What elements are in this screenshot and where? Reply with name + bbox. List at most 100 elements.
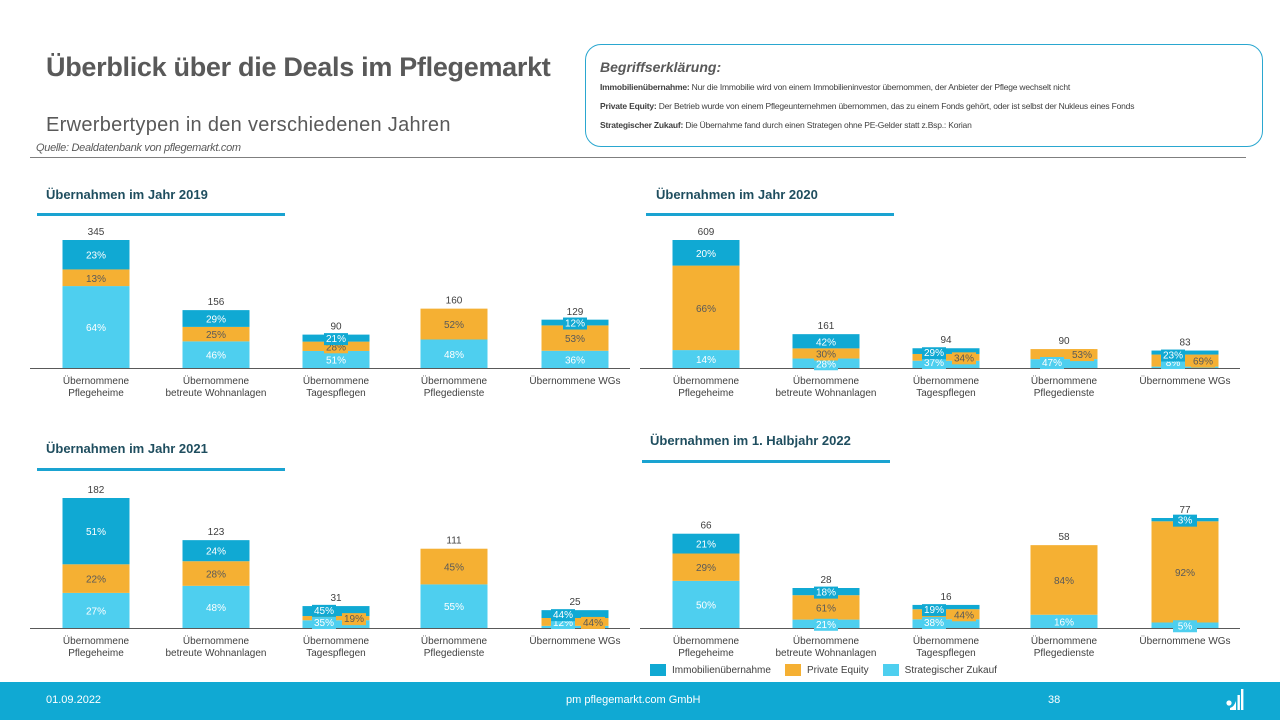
data-label: 46% bbox=[206, 351, 226, 362]
data-label: 51% bbox=[326, 355, 346, 366]
bar-segment-immobilienübernahme bbox=[182, 310, 250, 327]
glossary-item-private-equity: Private Equity: Der Betrieb wurde von ei… bbox=[600, 100, 1248, 113]
category-label: betreute Wohnanlagen bbox=[775, 648, 876, 659]
category-label: Tagespflegen bbox=[916, 648, 976, 659]
total-label: 161 bbox=[818, 321, 835, 332]
bar-stack: 28%30%42% bbox=[792, 334, 860, 371]
bar-stack: 14% 66% 20% bbox=[672, 240, 740, 368]
data-label-bg bbox=[922, 357, 946, 369]
total-label: 90 bbox=[330, 322, 342, 333]
category-label: Übernommene bbox=[63, 375, 130, 387]
bar-stack: 38% 44% 19% bbox=[912, 604, 980, 629]
total-label: 28 bbox=[820, 575, 832, 586]
category-label: Pflegeheime bbox=[678, 648, 734, 659]
legend-item-strategisch: Strategischer Zukauf bbox=[882, 664, 997, 676]
bar-segment-strategischer-zukauf bbox=[420, 339, 488, 368]
data-label: 13% bbox=[86, 274, 106, 285]
data-label: 36% bbox=[565, 355, 585, 366]
category-label: Übernommene bbox=[673, 375, 740, 387]
bar-stack: 50% 29% 21% bbox=[672, 533, 740, 628]
bar-segment-private-equity bbox=[182, 561, 250, 586]
bar-segment-private-equity bbox=[420, 308, 488, 340]
data-label: 22% bbox=[86, 575, 106, 586]
legend-label: Immobilienübernahme bbox=[672, 664, 771, 676]
data-label-bg bbox=[922, 604, 946, 617]
data-label-bg bbox=[814, 348, 838, 361]
chart-2020: 14%66%20%609ÜbernommenePflegeheime28%30%… bbox=[640, 227, 1240, 399]
data-label: 19% bbox=[924, 605, 944, 616]
page-title: Überblick über die Deals im Pflegemarkt bbox=[46, 52, 551, 82]
bar-segment-strategischer-zukauf bbox=[182, 585, 250, 628]
data-label: 47% bbox=[1042, 358, 1062, 369]
data-label-bg bbox=[1161, 349, 1185, 362]
data-label: 29% bbox=[206, 315, 226, 326]
total-label: 111 bbox=[446, 536, 462, 547]
total-label: 160 bbox=[446, 296, 463, 307]
bar-segment-strategischer-zukauf bbox=[182, 341, 250, 368]
data-label-bg bbox=[563, 317, 587, 330]
glossary-box: Begriffserklärung: Immobilienübernahme: … bbox=[585, 44, 1263, 147]
bar-segment-private-equity bbox=[541, 325, 609, 351]
data-label: 61% bbox=[816, 603, 836, 614]
bar-segment-private-equity bbox=[672, 553, 740, 581]
bar-stack: 46% 25% 29% bbox=[182, 310, 250, 368]
data-label: 14% bbox=[696, 355, 716, 366]
data-label: 3% bbox=[1178, 516, 1193, 527]
category-label: Pflegedienste bbox=[1034, 388, 1095, 399]
chart-underline bbox=[37, 213, 285, 216]
bar-segment-strategischer-zukauf bbox=[541, 350, 609, 368]
category-label: Übernommene WGs bbox=[1139, 375, 1230, 387]
bar-segment-immobilienübernahme bbox=[62, 240, 130, 270]
data-label: 42% bbox=[816, 337, 836, 348]
data-label: 20% bbox=[696, 249, 716, 260]
total-label: 90 bbox=[1058, 336, 1070, 347]
bar-segment-immobilienübernahme bbox=[182, 540, 250, 562]
glossary-item-strategisch: Strategischer Zukauf: Die Übernahme fand… bbox=[600, 119, 1248, 132]
total-label: 182 bbox=[88, 485, 105, 496]
category-label: Übernommene bbox=[913, 375, 980, 387]
source-note: Quelle: Dealdatenbank von pflegemarkt.co… bbox=[36, 142, 241, 154]
data-label: 69% bbox=[1193, 357, 1213, 368]
data-label: 35% bbox=[314, 618, 334, 629]
bar-segment-strategischer-zukauf bbox=[302, 350, 370, 368]
total-label: 66 bbox=[700, 521, 712, 532]
category-label: Übernommene bbox=[1031, 375, 1098, 387]
data-label: 28% bbox=[206, 570, 226, 581]
data-label: 24% bbox=[206, 547, 226, 558]
bar-stack: 64% 13% 23% bbox=[62, 240, 130, 368]
category-label: Übernommene WGs bbox=[529, 375, 620, 387]
category-label: Übernommene bbox=[793, 375, 860, 387]
footer-bar: 01.09.2022 pm pflegemarkt.com GmbH 38 bbox=[0, 682, 1280, 720]
bar-stack: 27% 22% 51% bbox=[62, 498, 130, 628]
legend-item-immobilien: Immobilienübernahme bbox=[650, 664, 771, 676]
data-label-bg bbox=[551, 609, 575, 622]
total-label: 94 bbox=[940, 335, 952, 346]
category-label: Übernommene WGs bbox=[1139, 635, 1230, 647]
data-label-bg bbox=[324, 333, 348, 346]
total-label: 16 bbox=[940, 592, 952, 603]
glossary-text: Der Betrieb wurde von einem Pflegeuntern… bbox=[656, 101, 1135, 111]
legend-item-private-equity: Private Equity bbox=[784, 664, 869, 676]
data-label-bg bbox=[581, 616, 605, 629]
data-label-bg bbox=[952, 352, 976, 365]
category-label: betreute Wohnanlagen bbox=[775, 388, 876, 399]
total-label: 83 bbox=[1179, 338, 1191, 349]
data-label-bg bbox=[1173, 620, 1197, 633]
data-label-bg bbox=[312, 617, 336, 629]
data-label: 45% bbox=[314, 606, 334, 617]
page-subtitle: Erwerbertypen in den verschiedenen Jahre… bbox=[46, 114, 451, 136]
footer-company: pm pflegemarkt.com GmbH bbox=[566, 694, 701, 706]
total-label: 129 bbox=[567, 307, 584, 318]
data-label: 38% bbox=[924, 618, 944, 629]
category-label: Übernommene WGs bbox=[529, 635, 620, 647]
data-label: 21% bbox=[816, 620, 836, 631]
category-label: Übernommene bbox=[183, 635, 250, 647]
page-number: 38 bbox=[1048, 694, 1061, 706]
legend-swatch bbox=[784, 664, 801, 676]
category-label: Übernommene bbox=[913, 635, 980, 647]
bar-segment-strategischer-zukauf bbox=[420, 584, 488, 628]
category-label: Übernommene bbox=[421, 635, 488, 647]
data-label: 5% bbox=[1178, 621, 1193, 632]
total-label: 58 bbox=[1058, 532, 1070, 543]
total-label: 123 bbox=[208, 527, 225, 538]
